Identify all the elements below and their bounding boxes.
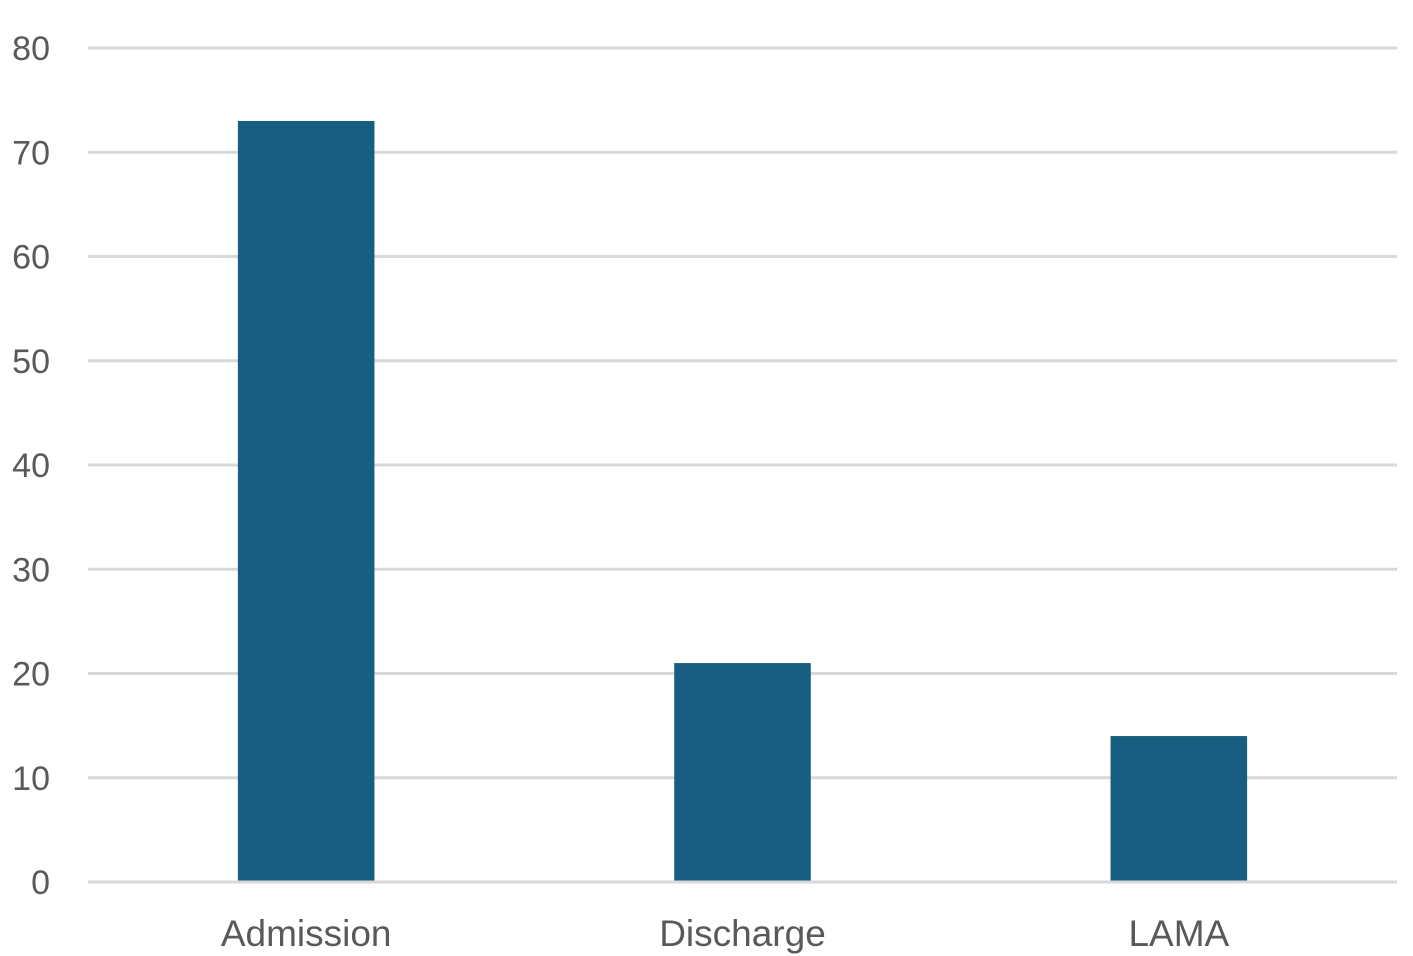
y-tick-label: 10 — [12, 760, 50, 798]
x-axis-categories: Admission Discharge LAMA — [221, 913, 1230, 954]
bars — [237, 120, 1248, 883]
x-category-label: LAMA — [1128, 913, 1229, 954]
y-tick-label: 60 — [12, 239, 50, 277]
bar-admission — [237, 120, 375, 883]
x-category-label: Discharge — [659, 913, 826, 954]
y-tick-label: 40 — [12, 447, 50, 485]
bar-discharge — [674, 663, 811, 882]
y-tick-label: 70 — [12, 134, 50, 172]
y-tick-label: 20 — [12, 656, 50, 694]
x-category-label: Admission — [221, 913, 392, 954]
y-axis-ticks: 0 10 20 30 40 50 60 70 80 — [12, 30, 50, 902]
y-tick-label: 50 — [12, 343, 50, 381]
y-tick-label: 0 — [31, 864, 50, 902]
y-tick-label: 30 — [12, 551, 50, 589]
y-tick-label: 80 — [12, 30, 50, 68]
bar-lama — [1110, 736, 1248, 882]
